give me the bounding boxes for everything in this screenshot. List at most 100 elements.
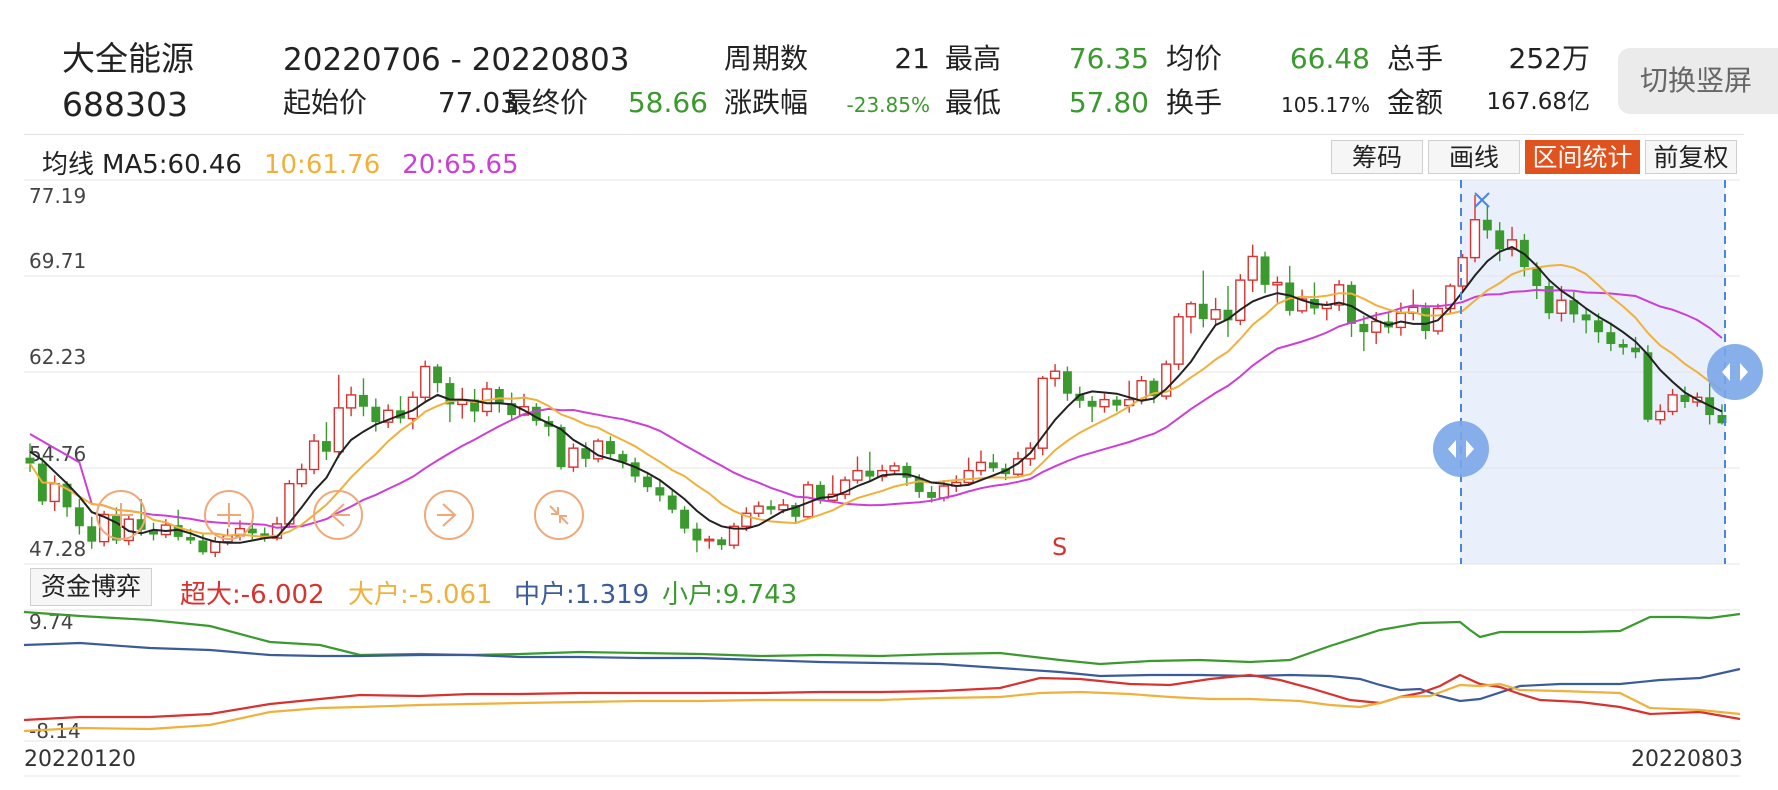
candle-body: [198, 540, 208, 553]
adjust-button[interactable]: 前复权: [1645, 140, 1737, 174]
ma10-value: 10:61.76: [263, 150, 381, 180]
change-label: 涨跌幅: [724, 86, 809, 119]
candle-body: [1149, 380, 1159, 397]
candle-body: [247, 528, 257, 534]
candle-body: [74, 507, 84, 527]
candle-body: [1223, 309, 1233, 321]
candle-body: [87, 526, 97, 542]
candle-body: [1371, 320, 1382, 333]
candle-body: [1198, 303, 1208, 320]
total-vol-value: 252万: [1508, 42, 1590, 75]
candle-body: [1631, 347, 1640, 353]
candle-body: [1062, 371, 1072, 394]
candle-body: [420, 365, 431, 398]
candle-body: [902, 465, 912, 478]
candle-body: [592, 440, 604, 460]
candle-body: [643, 476, 652, 488]
super-large-value: 超大:-6.002: [180, 580, 325, 610]
super-large-line: [23, 673, 1741, 722]
candle-body: [186, 536, 196, 541]
candle-body: [1544, 286, 1554, 314]
candle-body: [791, 504, 801, 517]
candle-body: [568, 447, 579, 468]
medium-value: 中户:1.319: [514, 580, 650, 610]
candle-body: [815, 484, 825, 501]
candle-body: [149, 529, 158, 535]
shrink-icon[interactable]: [534, 490, 584, 540]
ma-lines: [29, 245, 1723, 544]
candle-body: [728, 525, 740, 546]
candle-body: [507, 403, 517, 416]
candle-body: [1569, 300, 1579, 315]
arrow-left-icon[interactable]: [313, 490, 363, 540]
candle-body: [975, 461, 987, 472]
candle-body: [433, 366, 443, 384]
cross-marker-icon: [1474, 192, 1490, 208]
add-icon[interactable]: [204, 490, 254, 540]
fund-game-button[interactable]: 资金博弈: [30, 568, 153, 606]
candle-body: [1037, 377, 1048, 449]
candle-body: [112, 514, 121, 541]
avg-label: 均价: [1166, 42, 1223, 75]
candle-body: [445, 383, 455, 405]
candle-body: [938, 485, 950, 499]
candle-body: [345, 394, 357, 409]
switch-portrait-button[interactable]: 切换竖屏: [1618, 48, 1778, 114]
header-divider: [24, 134, 1744, 135]
candle-body: [680, 509, 690, 529]
signal-marker-s: S: [1052, 533, 1067, 561]
candle-body: [25, 457, 35, 464]
range-handle-icon[interactable]: [1433, 421, 1489, 477]
chips-button[interactable]: 筹码: [1331, 140, 1423, 174]
candle-body: [98, 513, 110, 543]
amount-label: 金额: [1387, 86, 1444, 119]
start-price-label: 起始价: [283, 86, 368, 119]
candle-body: [470, 399, 480, 412]
draw-line-button[interactable]: 画线: [1428, 140, 1520, 174]
price-axis-label: 77.19: [29, 184, 86, 208]
candle-body: [1173, 316, 1184, 365]
avg-value: 66.48: [1289, 42, 1370, 75]
ma-legend: 均线 MA5:60.46 10:61.76 20:65.65: [42, 144, 541, 181]
candle-body: [1087, 400, 1097, 407]
turnover-label: 换手: [1166, 86, 1223, 119]
add-icon[interactable]: [96, 490, 146, 540]
candle-body: [766, 506, 776, 510]
candle-body: [1717, 415, 1727, 424]
candle-body: [333, 407, 344, 453]
range-stats-button[interactable]: 区间统计: [1525, 140, 1640, 174]
ma5-line: [29, 245, 1723, 544]
candle-body: [1099, 398, 1110, 408]
range-handle-icon[interactable]: [1707, 344, 1763, 400]
price-axis-label: 62.23: [29, 345, 86, 369]
ma5-value: MA5:60.46: [102, 150, 242, 180]
large-investor-line: [23, 682, 1741, 733]
candle-body: [717, 539, 727, 546]
candle-body: [308, 440, 320, 471]
date-range: 20220706 - 20220803: [283, 42, 630, 78]
end-date: 20220803: [1631, 747, 1743, 772]
candle-body: [692, 528, 702, 541]
fund-lines: [23, 610, 1741, 733]
candle-body: [581, 448, 591, 459]
change-value: -23.85%: [846, 93, 930, 117]
candle-body: [1667, 394, 1678, 413]
arrow-right-icon[interactable]: [424, 490, 474, 540]
ma20-value: 20:65.65: [402, 150, 519, 180]
candle-body: [1655, 410, 1666, 421]
medium-investor-line: [23, 641, 1741, 703]
small-value: 小户:9.743: [662, 580, 798, 610]
total-vol-label: 总手: [1387, 42, 1444, 75]
candle-body: [1347, 284, 1356, 324]
candle-body: [359, 394, 368, 407]
candle-body: [49, 482, 60, 503]
candle-body: [1272, 281, 1283, 286]
candle-body: [1421, 307, 1431, 331]
candle-body: [1260, 256, 1270, 285]
start-price-value: 77.03: [437, 86, 518, 119]
candle-body: [531, 406, 541, 421]
candle-body: [1049, 370, 1061, 380]
low-label: 最低: [945, 86, 1002, 119]
candle-body: [1506, 239, 1518, 251]
